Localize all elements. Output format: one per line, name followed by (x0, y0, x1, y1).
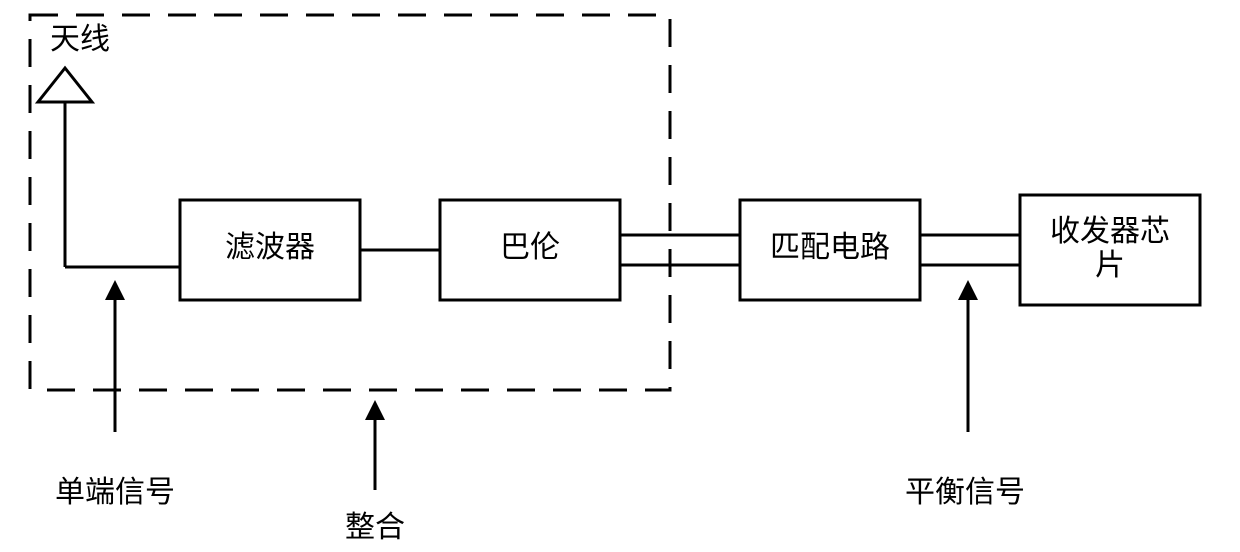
filter-label: 滤波器 (225, 231, 315, 264)
balanced-arrow-head (958, 280, 978, 300)
balun-label: 巴伦 (500, 231, 560, 264)
antenna-label: 天线 (50, 23, 110, 56)
chip-label-1: 收发器芯 (1050, 215, 1170, 248)
integration-label: 整合 (345, 511, 405, 544)
integration-arrow-head (365, 400, 385, 420)
antenna-icon (38, 68, 92, 102)
chip-label-2: 片 (1095, 249, 1125, 282)
balanced-label: 平衡信号 (905, 476, 1025, 509)
single_ended-arrow-head (105, 280, 125, 300)
single_ended-label: 单端信号 (55, 476, 175, 509)
match-label: 匹配电路 (770, 231, 890, 264)
